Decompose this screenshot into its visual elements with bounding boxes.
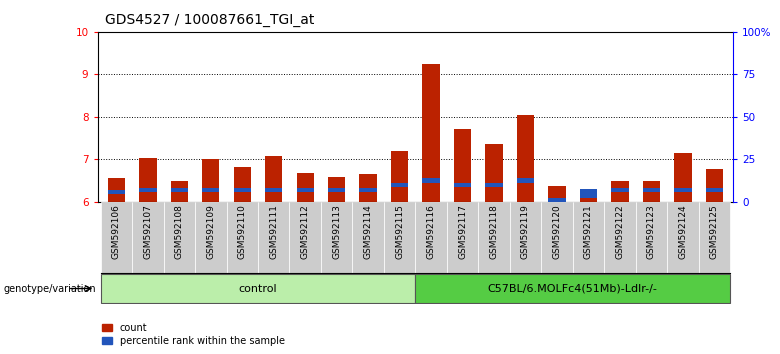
Bar bbox=[643, 188, 660, 193]
Legend: count, percentile rank within the sample: count, percentile rank within the sample bbox=[102, 323, 285, 346]
Bar bbox=[415, 274, 730, 303]
Bar bbox=[478, 202, 510, 273]
Bar bbox=[164, 202, 195, 273]
Bar bbox=[328, 177, 346, 202]
Bar bbox=[548, 185, 565, 202]
Bar bbox=[391, 183, 408, 187]
Text: GSM592108: GSM592108 bbox=[175, 204, 184, 259]
Bar bbox=[108, 178, 125, 202]
Bar bbox=[360, 174, 377, 202]
Bar bbox=[485, 144, 502, 202]
Text: GSM592112: GSM592112 bbox=[301, 204, 310, 259]
Bar bbox=[296, 188, 314, 193]
Bar bbox=[139, 188, 157, 193]
Bar bbox=[202, 159, 219, 202]
Bar bbox=[604, 202, 636, 273]
Bar bbox=[643, 181, 660, 202]
Bar bbox=[226, 202, 258, 273]
Bar bbox=[699, 202, 730, 273]
Bar bbox=[447, 202, 478, 273]
Bar bbox=[636, 202, 667, 273]
Bar bbox=[510, 202, 541, 273]
Bar bbox=[108, 190, 125, 194]
Bar bbox=[171, 181, 188, 202]
Text: GDS4527 / 100087661_TGI_at: GDS4527 / 100087661_TGI_at bbox=[105, 12, 314, 27]
Bar bbox=[415, 202, 447, 273]
Bar bbox=[233, 188, 251, 193]
Text: GSM592110: GSM592110 bbox=[238, 204, 246, 259]
Text: GSM592116: GSM592116 bbox=[427, 204, 435, 259]
Bar bbox=[289, 202, 321, 273]
Bar bbox=[548, 198, 565, 202]
Bar bbox=[233, 167, 251, 202]
Bar bbox=[101, 202, 132, 273]
Bar bbox=[541, 202, 573, 273]
Text: GSM592120: GSM592120 bbox=[552, 204, 562, 259]
Bar bbox=[580, 189, 597, 198]
Bar bbox=[195, 202, 226, 273]
Bar bbox=[296, 173, 314, 202]
Bar bbox=[360, 188, 377, 193]
Text: GSM592122: GSM592122 bbox=[615, 204, 625, 258]
Text: genotype/variation: genotype/variation bbox=[4, 284, 97, 293]
Bar bbox=[258, 202, 289, 273]
Bar bbox=[202, 188, 219, 193]
Text: GSM592113: GSM592113 bbox=[332, 204, 341, 259]
Bar bbox=[132, 202, 164, 273]
Bar bbox=[423, 64, 440, 202]
Bar bbox=[580, 195, 597, 202]
Text: C57BL/6.MOLFc4(51Mb)-Ldlr-/-: C57BL/6.MOLFc4(51Mb)-Ldlr-/- bbox=[488, 284, 658, 293]
Bar bbox=[384, 202, 415, 273]
Bar bbox=[265, 156, 282, 202]
Bar bbox=[391, 151, 408, 202]
Bar bbox=[265, 188, 282, 193]
Bar bbox=[612, 181, 629, 202]
Text: GSM592114: GSM592114 bbox=[363, 204, 373, 259]
Bar bbox=[139, 159, 157, 202]
Bar bbox=[328, 188, 346, 193]
Bar bbox=[321, 202, 353, 273]
Text: GSM592123: GSM592123 bbox=[647, 204, 656, 259]
Bar bbox=[674, 153, 692, 202]
Text: GSM592111: GSM592111 bbox=[269, 204, 278, 259]
Text: GSM592119: GSM592119 bbox=[521, 204, 530, 259]
Text: GSM592107: GSM592107 bbox=[144, 204, 152, 259]
Bar bbox=[517, 178, 534, 183]
Bar bbox=[573, 202, 604, 273]
Text: control: control bbox=[239, 284, 278, 293]
Bar bbox=[706, 188, 723, 193]
Bar bbox=[454, 129, 471, 202]
Text: GSM592125: GSM592125 bbox=[710, 204, 719, 259]
Bar bbox=[101, 274, 415, 303]
Bar bbox=[171, 188, 188, 193]
Text: GSM592109: GSM592109 bbox=[206, 204, 215, 259]
Text: GSM592124: GSM592124 bbox=[679, 204, 687, 258]
Bar bbox=[706, 169, 723, 202]
Bar bbox=[485, 183, 502, 187]
Bar bbox=[454, 183, 471, 187]
Bar bbox=[353, 202, 384, 273]
Bar bbox=[423, 178, 440, 183]
Text: GSM592121: GSM592121 bbox=[584, 204, 593, 259]
Bar bbox=[674, 188, 692, 193]
Bar bbox=[667, 202, 699, 273]
Bar bbox=[517, 115, 534, 202]
Text: GSM592115: GSM592115 bbox=[395, 204, 404, 259]
Text: GSM592117: GSM592117 bbox=[458, 204, 467, 259]
Text: GSM592106: GSM592106 bbox=[112, 204, 121, 259]
Text: GSM592118: GSM592118 bbox=[490, 204, 498, 259]
Bar bbox=[612, 188, 629, 193]
